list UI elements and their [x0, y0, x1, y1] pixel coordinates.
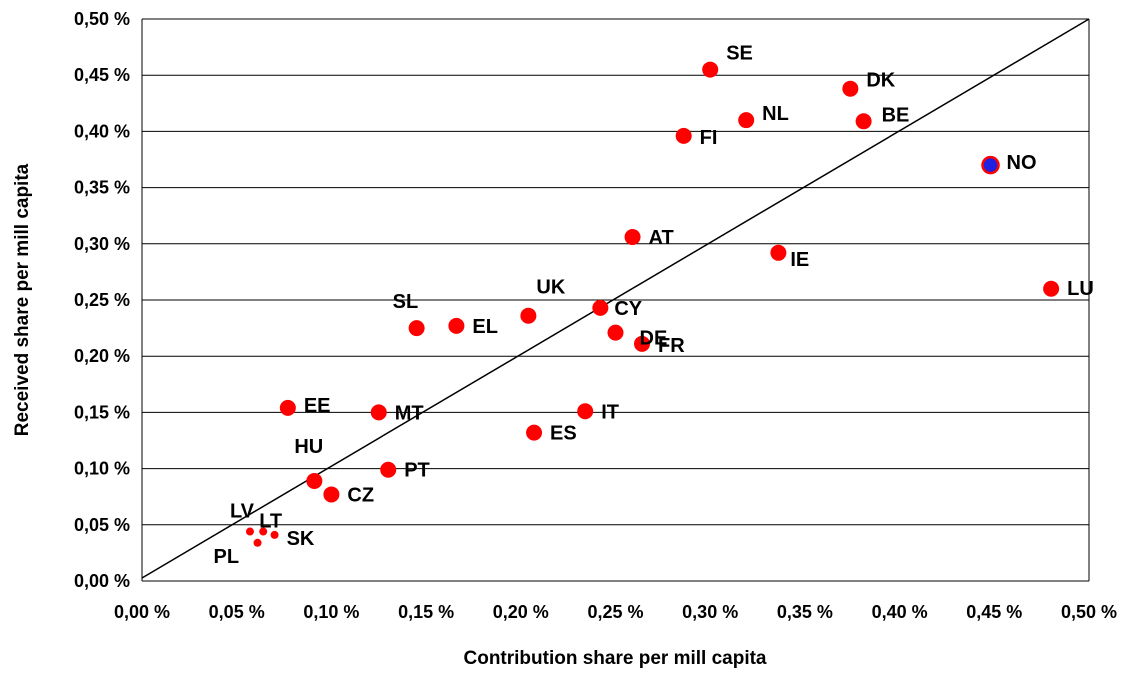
x-tick-label: 0,30 % — [682, 602, 738, 622]
reference-line — [141, 18, 1090, 579]
point-label-nl: NL — [762, 103, 789, 125]
x-axis-title: Contribution share per mill capita — [464, 648, 767, 669]
data-point-cz — [323, 486, 340, 503]
data-point-ie — [770, 244, 787, 261]
point-label-sl: SL — [393, 291, 419, 313]
data-point-be — [855, 113, 872, 130]
point-label-mt: MT — [395, 402, 424, 424]
data-point-fr — [634, 335, 651, 352]
data-point-lt — [259, 527, 268, 536]
y-tick-labels: 0,00 % 0,05 % 0,10 % 0,15 % 0,20 % 0,25 % 0,30… — [74, 9, 130, 591]
x-tick-label: 0,20 % — [493, 602, 549, 622]
point-label-dk: DK — [866, 70, 895, 92]
x-tick-label: 0,25 % — [587, 602, 643, 622]
y-tick-label: 0,30 % — [74, 234, 130, 254]
data-point-at — [624, 229, 641, 246]
point-label-cz: CZ — [347, 484, 374, 506]
data-point-cy — [592, 299, 609, 316]
y-tick-label: 0,40 % — [74, 121, 130, 141]
data-point-dk — [842, 80, 859, 97]
point-label-pl: PL — [214, 546, 240, 568]
data-point-sk — [270, 530, 279, 539]
point-label-no: NO — [1007, 152, 1037, 174]
y-tick-label: 0,20 % — [74, 346, 130, 366]
data-point-lu — [1043, 280, 1060, 297]
point-label-es: ES — [550, 423, 577, 445]
y-tick-label: 0,00 % — [74, 571, 130, 591]
data-point-fi — [675, 127, 692, 144]
point-label-lv: LV — [230, 501, 255, 523]
point-label-ie: IE — [790, 249, 809, 271]
y-tick-label: 0,25 % — [74, 290, 130, 310]
point-label-fi: FI — [700, 127, 718, 149]
y-axis-title: Received share per mill capita — [12, 163, 33, 436]
point-label-sk: SK — [287, 528, 315, 550]
x-tick-label: 0,40 % — [872, 602, 928, 622]
data-points — [245, 61, 1060, 547]
data-point-pl — [253, 538, 262, 547]
data-point-es — [526, 424, 543, 441]
data-point-ee — [279, 399, 296, 416]
point-label-el: EL — [472, 316, 498, 338]
point-label-se: SE — [726, 43, 753, 65]
x-tick-labels: 0,00 % 0,05 % 0,10 % 0,15 % 0,20 % 0,25 % 0,30… — [114, 602, 1117, 622]
y-tick-label: 0,05 % — [74, 515, 130, 535]
point-label-lt: LT — [259, 511, 282, 533]
x-tick-label: 0,50 % — [1061, 602, 1117, 622]
data-point-no — [981, 155, 1000, 175]
point-label-cy: CY — [614, 298, 642, 320]
y-tick-label: 0,45 % — [74, 65, 130, 85]
data-point-nl — [738, 112, 755, 129]
data-point-el — [448, 317, 465, 334]
data-point-sl — [408, 320, 425, 337]
point-label-ee: EE — [304, 395, 331, 417]
y-tick-label: 0,10 % — [74, 459, 130, 479]
y-tick-label: 0,50 % — [74, 9, 130, 29]
data-point-mt — [370, 404, 387, 421]
x-tick-label: 0,15 % — [398, 602, 454, 622]
data-point-se — [702, 61, 719, 78]
point-label-lu: LU — [1067, 278, 1094, 300]
point-label-uk: UK — [536, 277, 565, 299]
y-tick-label: 0,35 % — [74, 178, 130, 198]
data-point-uk — [520, 307, 537, 324]
x-tick-label: 0,05 % — [209, 602, 265, 622]
point-label-hu: HU — [294, 436, 323, 458]
data-point-lv — [245, 527, 254, 536]
data-point-it — [577, 403, 594, 420]
x-tick-label: 0,45 % — [966, 602, 1022, 622]
data-point-pt — [380, 461, 397, 478]
point-label-be: BE — [882, 104, 910, 126]
point-label-at: AT — [649, 227, 674, 249]
x-tick-label: 0,35 % — [777, 602, 833, 622]
grid-lines — [141, 18, 1090, 582]
data-point-de — [607, 324, 624, 341]
x-tick-label: 0,00 % — [114, 602, 170, 622]
point-label-de: DE — [640, 328, 668, 350]
point-label-fr: FR — [658, 335, 685, 357]
x-tick-label: 0,10 % — [303, 602, 359, 622]
y-tick-label: 0,15 % — [74, 402, 130, 422]
point-label-pt: PT — [404, 460, 430, 482]
data-point-hu — [306, 472, 323, 489]
point-label-it: IT — [601, 401, 619, 423]
